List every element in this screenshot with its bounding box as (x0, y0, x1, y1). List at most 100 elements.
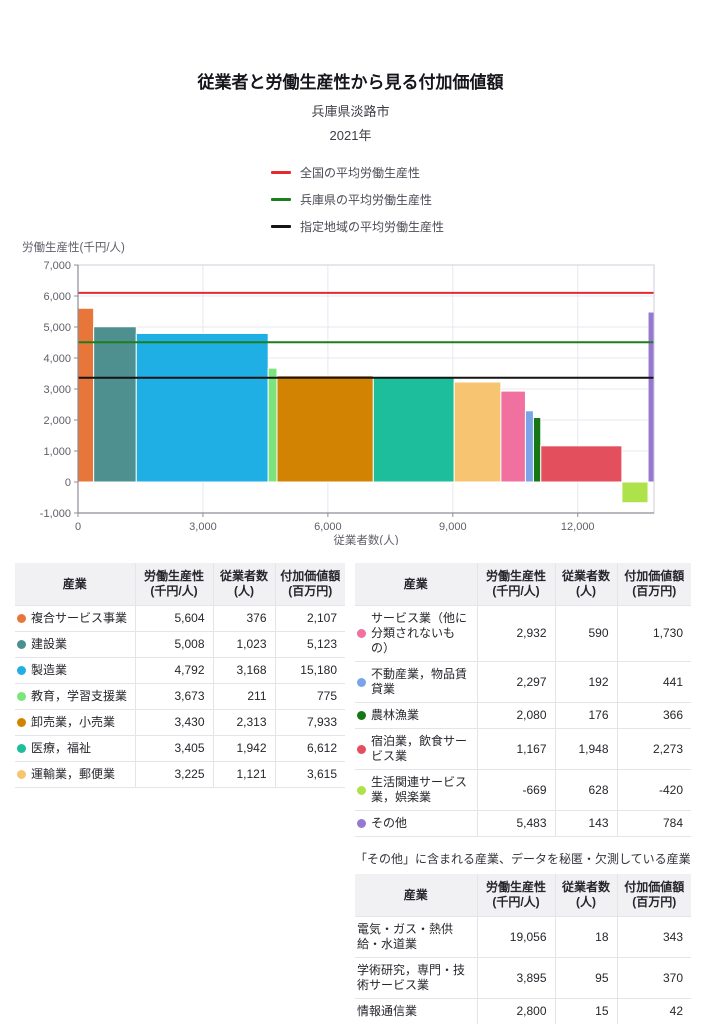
industry-name-cell: 製造業 (15, 658, 135, 683)
table-row: 医療，福祉 3,405 1,942 6,612 (15, 735, 345, 762)
employees-value: 3,168 (212, 657, 275, 684)
industry-name-cell: 宿泊業，飲食サービス業 (355, 729, 477, 769)
table-row: 不動産業，物品賃貸業 2,297 192 441 (355, 661, 691, 703)
employees-value: 376 (212, 605, 275, 632)
color-dot-icon (17, 770, 26, 779)
productivity-value: 3,430 (134, 709, 213, 736)
col-employees: 従業者数 (人) (554, 874, 617, 917)
x-axis-title: 従業者数(人) (333, 533, 398, 545)
color-dot-icon (17, 718, 26, 727)
red-line-icon (271, 171, 291, 174)
industry-table-right: 産業 労働生産性 (千円/人) 従業者数 (人) 付加価値額 (百万円) サービ… (355, 563, 691, 837)
industry-name: 情報通信業 (357, 1004, 418, 1018)
added-value-value: 343 (616, 916, 691, 958)
col-added-value: 付加価値額 (百万円) (616, 563, 691, 606)
productivity-value: 3,673 (134, 683, 213, 710)
employees-value: 176 (554, 702, 617, 729)
employees-value: 1,948 (554, 728, 617, 770)
industry-name: 運輸業，郵便業 (31, 767, 116, 781)
col-added-value: 付加価値額 (百万円) (274, 563, 345, 606)
y-tick-label: 0 (65, 477, 71, 489)
productivity-value: 19,056 (476, 916, 555, 958)
industry-name: サービス業（他に分類されないもの） (371, 611, 468, 655)
page-subtitle: 兵庫県淡路市 (311, 104, 390, 119)
employees-value: 15 (554, 998, 617, 1024)
productivity-value: 2,080 (476, 702, 555, 729)
industry-table-left: 産業 労働生産性 (千円/人) 従業者数 (人) 付加価値額 (百万円) 複合サ… (15, 563, 345, 788)
table-row: 情報通信業 2,800 15 42 (355, 998, 691, 1024)
legend-item-region-average: 指定地域の平均労働生産性 (271, 218, 701, 235)
col-productivity: 労働生産性 (千円/人) (134, 563, 213, 606)
added-value-value: 3,615 (274, 761, 345, 788)
added-value-value: 5,123 (274, 631, 345, 658)
added-value-value: 15,180 (274, 657, 345, 684)
chart-bar[interactable] (532, 417, 542, 483)
employees-value: 211 (212, 683, 275, 710)
productivity-value: 5,008 (134, 631, 213, 658)
page-year: 2021年 (329, 128, 372, 143)
col-productivity: 労働生産性 (千円/人) (476, 563, 555, 606)
productivity-value: 1,167 (476, 728, 555, 770)
employees-value: 1,023 (212, 631, 275, 658)
y-axis-title: 労働生産性(千円/人) (22, 240, 125, 254)
chart-bar[interactable] (93, 326, 137, 483)
green-line-icon (271, 198, 291, 201)
industry-name-cell: 情報通信業 (355, 999, 477, 1024)
chart-bar[interactable] (267, 367, 278, 483)
legend-label: 兵庫県の平均労働生産性 (300, 193, 433, 207)
chart-bar[interactable] (524, 410, 534, 483)
chart-bar[interactable] (453, 381, 502, 483)
table-row: 教育，学習支援業 3,673 211 775 (15, 683, 345, 710)
industry-name-cell: 生活関連サービス業，娯楽業 (355, 770, 477, 810)
y-tick-label: 6,000 (43, 291, 71, 303)
added-value-value: 775 (274, 683, 345, 710)
industry-name: 不動産業，物品賃貸業 (371, 667, 468, 696)
col-industry: 産業 (355, 874, 477, 917)
page-title: 従業者と労働生産性から見る付加価値額 (197, 73, 504, 92)
chart-bar[interactable] (276, 375, 374, 483)
black-line-icon (271, 225, 291, 228)
table-row: 電気・ガス・熱供給・水道業 19,056 18 343 (355, 916, 691, 958)
y-tick-label: 3,000 (43, 384, 71, 396)
right-table-column: 産業 労働生産性 (千円/人) 従業者数 (人) 付加価値額 (百万円) サービ… (355, 563, 691, 1024)
chart-bar[interactable] (540, 445, 623, 483)
industry-name-cell: 不動産業，物品賃貸業 (355, 662, 477, 702)
industry-name: 医療，福祉 (31, 741, 92, 755)
industry-name-cell: 医療，福祉 (15, 736, 135, 761)
table-row: サービス業（他に分類されないもの） 2,932 590 1,730 (355, 605, 691, 662)
report-header: 従業者と労働生産性から見る付加価値額 兵庫県淡路市 2021年 (0, 68, 701, 144)
industry-name: 宿泊業，飲食サービス業 (371, 734, 468, 763)
chart-bar[interactable] (77, 307, 95, 483)
chart-bar[interactable] (500, 390, 526, 483)
chart-bar[interactable] (621, 481, 649, 504)
x-tick-label: 6,000 (314, 521, 342, 533)
tables-section: 産業 労働生産性 (千円/人) 従業者数 (人) 付加価値額 (百万円) 複合サ… (0, 563, 701, 1024)
legend-label: 指定地域の平均労働生産性 (300, 220, 445, 234)
chart-bar[interactable] (135, 332, 269, 483)
employees-value: 1,942 (212, 735, 275, 762)
chart-bar[interactable] (647, 311, 655, 483)
employees-value: 143 (554, 810, 617, 837)
industry-name-cell: 教育，学習支援業 (15, 684, 135, 709)
industry-name: 卸売業，小売業 (31, 715, 116, 729)
y-tick-label: 5,000 (43, 322, 71, 334)
color-dot-icon (17, 692, 26, 701)
employees-value: 192 (554, 661, 617, 703)
chart-bar[interactable] (372, 375, 455, 483)
added-value-value: 366 (616, 702, 691, 729)
industry-name: 教育，学習支援業 (31, 689, 128, 703)
productivity-value: 3,225 (134, 761, 213, 788)
x-tick-label: 12,000 (561, 521, 595, 533)
left-table-column: 産業 労働生産性 (千円/人) 従業者数 (人) 付加価値額 (百万円) 複合サ… (15, 563, 345, 788)
industry-name: 製造業 (31, 663, 68, 677)
color-dot-icon (17, 666, 26, 675)
table-row: 製造業 4,792 3,168 15,180 (15, 657, 345, 684)
added-value-value: 2,107 (274, 605, 345, 632)
x-tick-label: 9,000 (439, 521, 467, 533)
added-value-value: 370 (616, 957, 691, 999)
added-value-value: 2,273 (616, 728, 691, 770)
industry-name-cell: サービス業（他に分類されないもの） (355, 606, 477, 661)
added-value-value: 7,933 (274, 709, 345, 736)
col-industry: 産業 (355, 563, 477, 606)
industry-name-cell: 農林漁業 (355, 703, 477, 728)
